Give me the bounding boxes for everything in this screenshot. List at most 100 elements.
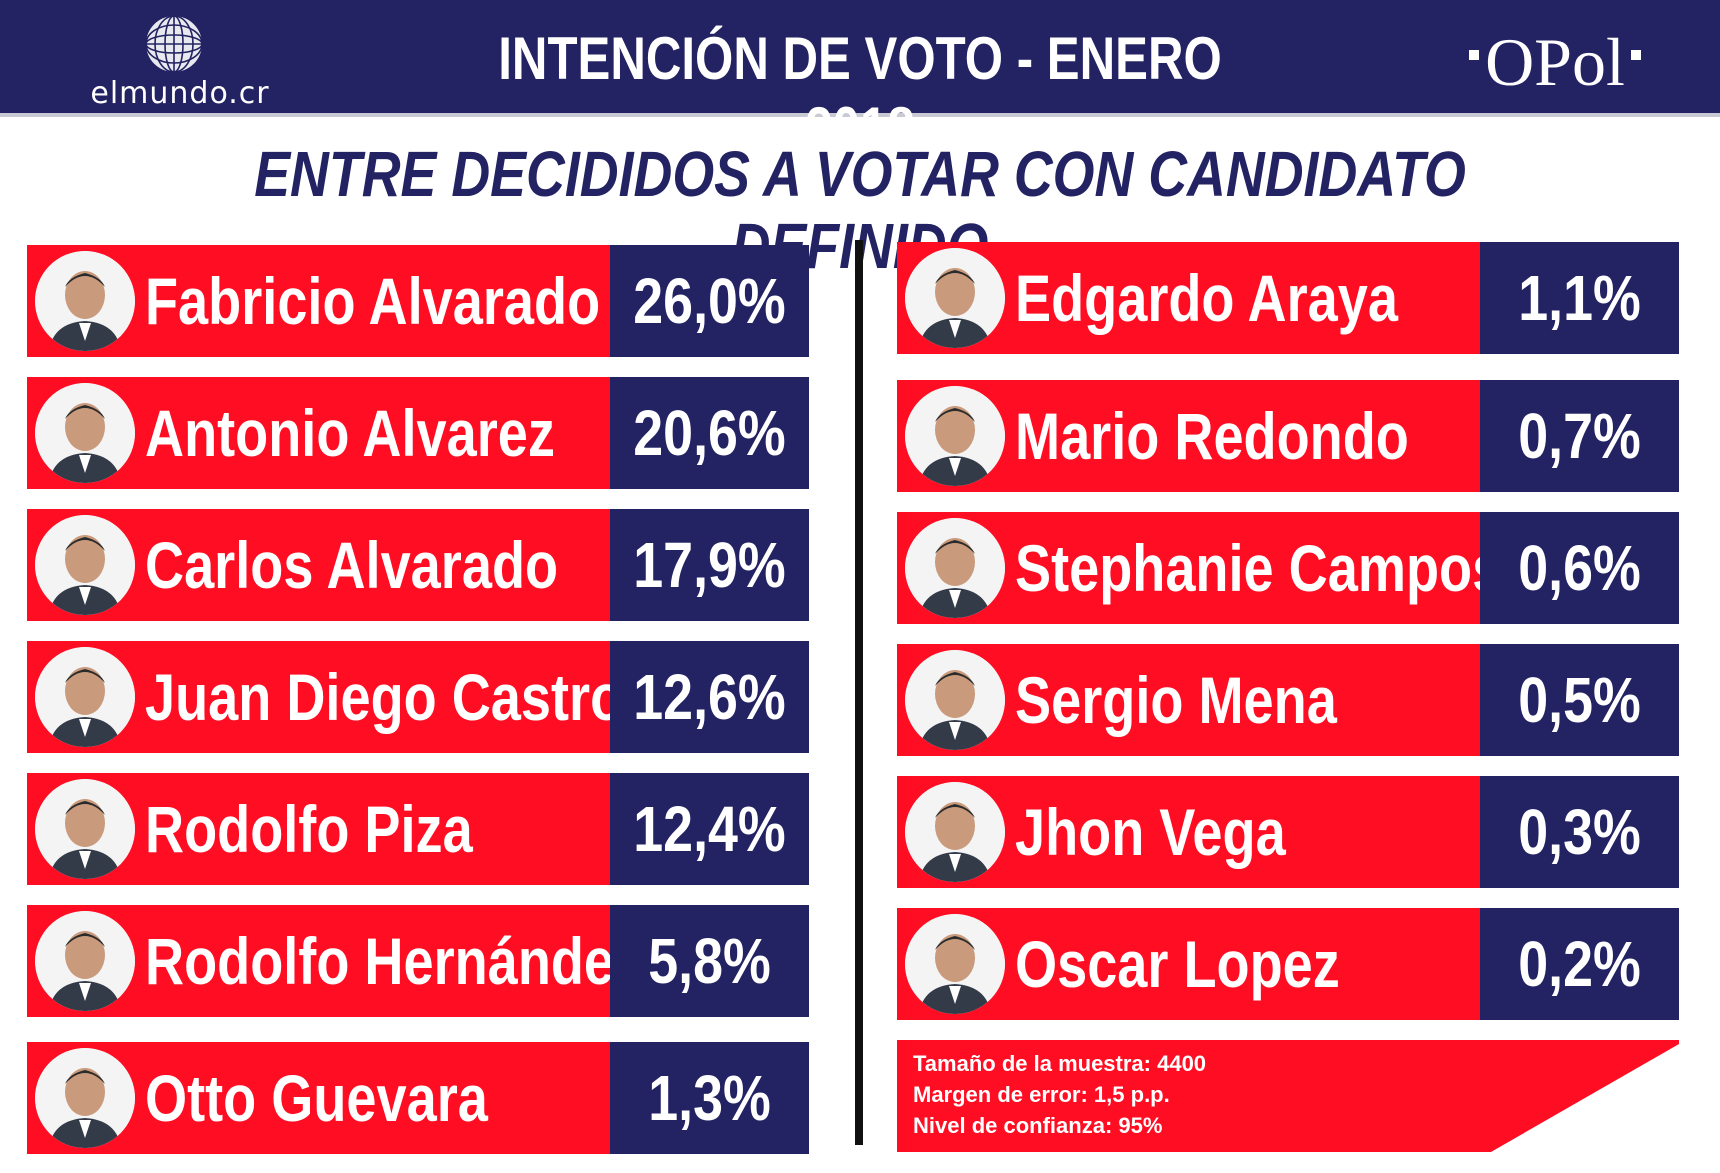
elmundo-logo: elmundo.cr bbox=[70, 12, 290, 111]
candidate-percent: 0,5% bbox=[1518, 664, 1641, 736]
candidate-photo bbox=[905, 782, 1005, 882]
candidate-percent-box: 5,8% bbox=[610, 905, 809, 1017]
candidate-percent: 20,6% bbox=[633, 397, 786, 469]
margin-of-error: Margen de error: 1,5 p.p. bbox=[913, 1082, 1170, 1107]
footnote-lines: Tamaño de la muestra: 4400 Margen de err… bbox=[913, 1048, 1206, 1141]
chart-subtitle: ENTRE DECIDIDOS A VOTAR CON CANDIDATO DE… bbox=[254, 138, 1466, 282]
candidate-row: Juan Diego Castro 12,6% bbox=[27, 641, 809, 753]
candidate-percent-box: 17,9% bbox=[610, 509, 809, 621]
candidate-name-box: Juan Diego Castro bbox=[27, 641, 624, 753]
candidate-row: Mario Redondo 0,7% bbox=[897, 380, 1679, 492]
candidate-name-box: Edgardo Araya bbox=[897, 242, 1480, 354]
candidate-percent: 12,6% bbox=[633, 661, 786, 733]
candidate-name: Edgardo Araya bbox=[1015, 261, 1398, 335]
candidate-row: Sergio Mena 0,5% bbox=[897, 644, 1679, 756]
candidate-name-box: Sergio Mena bbox=[897, 644, 1480, 756]
person-icon bbox=[905, 248, 1005, 348]
candidate-percent-box: 1,1% bbox=[1480, 242, 1679, 354]
candidate-name-box: Mario Redondo bbox=[897, 380, 1480, 492]
footnote-background bbox=[897, 1040, 1679, 1152]
candidate-name: Fabricio Alvarado bbox=[145, 264, 601, 338]
candidate-name-box: Jhon Vega bbox=[897, 776, 1480, 888]
elmundo-logo-text: elmundo.cr bbox=[90, 76, 270, 111]
logo-dot-left bbox=[1469, 50, 1480, 61]
candidate-row: Jhon Vega 0,3% bbox=[897, 776, 1679, 888]
candidate-row: Edgardo Araya 1,1% bbox=[897, 242, 1679, 354]
person-icon bbox=[35, 911, 135, 1011]
globe-icon bbox=[145, 15, 203, 73]
person-icon bbox=[35, 251, 135, 351]
candidate-name: Otto Guevara bbox=[145, 1061, 488, 1135]
candidate-name: Jhon Vega bbox=[1015, 795, 1286, 869]
candidate-name: Rodolfo Hernández bbox=[145, 924, 642, 998]
candidate-percent: 0,6% bbox=[1518, 532, 1641, 604]
column-divider bbox=[855, 240, 863, 1145]
candidate-name-box: Carlos Alvarado bbox=[27, 509, 610, 621]
confidence-level: Nivel de confianza: 95% bbox=[913, 1113, 1163, 1138]
person-icon bbox=[905, 650, 1005, 750]
candidate-name: Antonio Alvarez bbox=[145, 396, 555, 470]
opol-logo: OPol bbox=[1430, 22, 1680, 102]
candidate-percent: 1,3% bbox=[648, 1062, 771, 1134]
candidate-percent: 0,7% bbox=[1518, 400, 1641, 472]
candidate-name-box: Antonio Alvarez bbox=[27, 377, 610, 489]
candidate-percent-box: 20,6% bbox=[610, 377, 809, 489]
candidate-photo bbox=[35, 251, 135, 351]
survey-footnote: Tamaño de la muestra: 4400 Margen de err… bbox=[897, 1040, 1679, 1152]
candidate-photo bbox=[905, 518, 1005, 618]
candidate-percent: 12,4% bbox=[633, 793, 786, 865]
person-icon bbox=[35, 383, 135, 483]
candidate-photo bbox=[35, 779, 135, 879]
candidate-percent: 1,1% bbox=[1518, 262, 1641, 334]
candidate-name-box: Fabricio Alvarado bbox=[27, 245, 610, 357]
opol-logo-text: OPol bbox=[1485, 24, 1625, 100]
candidate-percent: 17,9% bbox=[633, 529, 786, 601]
candidate-name: Sergio Mena bbox=[1015, 663, 1337, 737]
candidate-row: Antonio Alvarez 20,6% bbox=[27, 377, 809, 489]
candidate-row: Carlos Alvarado 17,9% bbox=[27, 509, 809, 621]
candidate-name: Stephanie Campos bbox=[1015, 531, 1503, 605]
candidate-percent-box: 26,0% bbox=[610, 245, 809, 357]
candidate-name-box: Oscar Lopez bbox=[897, 908, 1480, 1020]
person-icon bbox=[35, 1048, 135, 1148]
candidate-percent: 5,8% bbox=[648, 925, 771, 997]
person-icon bbox=[35, 779, 135, 879]
candidate-photo bbox=[35, 647, 135, 747]
candidate-name-box: Otto Guevara bbox=[27, 1042, 610, 1154]
person-icon bbox=[905, 386, 1005, 486]
candidate-photo bbox=[35, 515, 135, 615]
person-icon bbox=[905, 782, 1005, 882]
candidate-percent-box: 0,7% bbox=[1480, 380, 1679, 492]
candidate-photo bbox=[35, 911, 135, 1011]
person-icon bbox=[35, 647, 135, 747]
candidate-photo bbox=[905, 248, 1005, 348]
person-icon bbox=[905, 518, 1005, 618]
logo-dot-right bbox=[1630, 50, 1641, 61]
candidate-percent-box: 0,5% bbox=[1480, 644, 1679, 756]
candidate-photo bbox=[905, 650, 1005, 750]
candidate-percent: 26,0% bbox=[633, 265, 786, 337]
candidate-row: Stephanie Campos 0,6% bbox=[897, 512, 1679, 624]
candidate-percent-box: 0,2% bbox=[1480, 908, 1679, 1020]
candidate-name: Oscar Lopez bbox=[1015, 927, 1340, 1001]
candidate-percent-box: 0,6% bbox=[1480, 512, 1679, 624]
person-icon bbox=[905, 914, 1005, 1014]
candidate-name: Mario Redondo bbox=[1015, 399, 1409, 473]
candidate-row: Oscar Lopez 0,2% bbox=[897, 908, 1679, 1020]
candidate-percent: 0,3% bbox=[1518, 796, 1641, 868]
candidate-percent: 0,2% bbox=[1518, 928, 1641, 1000]
person-icon bbox=[35, 515, 135, 615]
candidate-photo bbox=[35, 383, 135, 483]
candidate-percent-box: 12,4% bbox=[610, 773, 809, 885]
candidate-name: Juan Diego Castro bbox=[145, 660, 624, 734]
candidate-photo bbox=[35, 1048, 135, 1148]
candidate-name: Carlos Alvarado bbox=[145, 528, 559, 602]
candidate-photo bbox=[905, 914, 1005, 1014]
candidate-name: Rodolfo Piza bbox=[145, 792, 473, 866]
candidate-name-box: Rodolfo Piza bbox=[27, 773, 610, 885]
candidate-photo bbox=[905, 386, 1005, 486]
candidate-percent-box: 1,3% bbox=[610, 1042, 809, 1154]
candidate-name-box: Stephanie Campos bbox=[897, 512, 1503, 624]
candidate-row: Rodolfo Piza 12,4% bbox=[27, 773, 809, 885]
candidate-row: Rodolfo Hernández 5,8% bbox=[27, 905, 809, 1017]
